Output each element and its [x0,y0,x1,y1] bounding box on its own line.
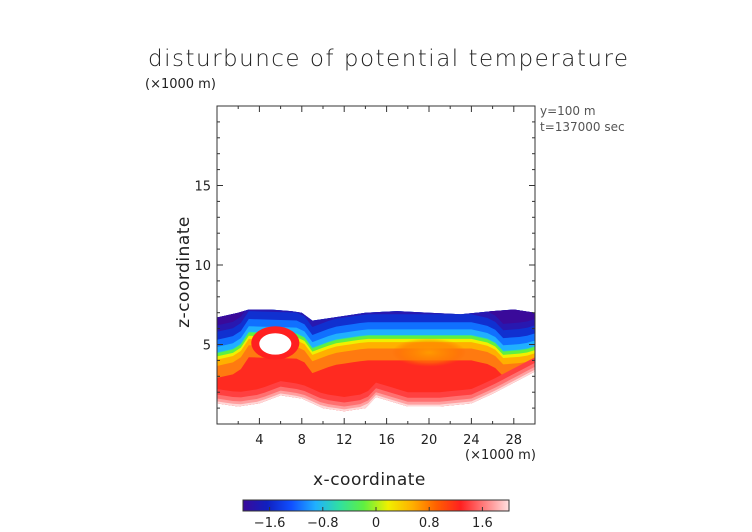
colorbar-tick-label: 0.8 [419,516,440,531]
x-tick-label: 20 [421,433,438,448]
orange-patch [391,338,467,367]
colorbar-tick-label: 1.6 [472,516,493,531]
colorbar-tick-label: −1.6 [254,516,286,531]
info-y-position: y=100 m [540,104,596,118]
y-tick-label: 15 [194,180,211,195]
y-tick-label: 10 [194,259,211,274]
axes-layer: 4 8 12 16 20 24 28 5 10 15 [194,106,535,448]
chart-title: disturbunce of potential temperature [148,46,630,72]
x-tick-label: 4 [255,433,263,448]
y-tick-label: 5 [203,339,211,354]
colorbar: −1.6 −0.8 0 0.8 1.6 [242,499,510,531]
field-layer [217,309,535,412]
cold-band-2 [217,309,535,340]
x-tick-label: 12 [336,433,353,448]
x-unit-label: (×1000 m) [465,448,536,463]
x-tick-label: 28 [506,433,523,448]
y-unit-label: (×1000 m) [145,77,216,92]
x-tick-label: 8 [298,433,306,448]
colorbar-tick-label: −0.8 [307,516,339,531]
blob-core [259,333,292,355]
cold-band-4 [217,309,535,326]
info-time: t=137000 sec [540,120,625,134]
cold-band-3 [217,309,535,332]
colorbar-tick-label: 0 [372,516,380,531]
x-axis-label: x-coordinate [313,470,426,490]
field-group [217,309,535,412]
x-tick-label: 16 [378,433,395,448]
x-tick-label: 24 [463,433,480,448]
y-axis-label: z-coordinate [174,216,194,328]
